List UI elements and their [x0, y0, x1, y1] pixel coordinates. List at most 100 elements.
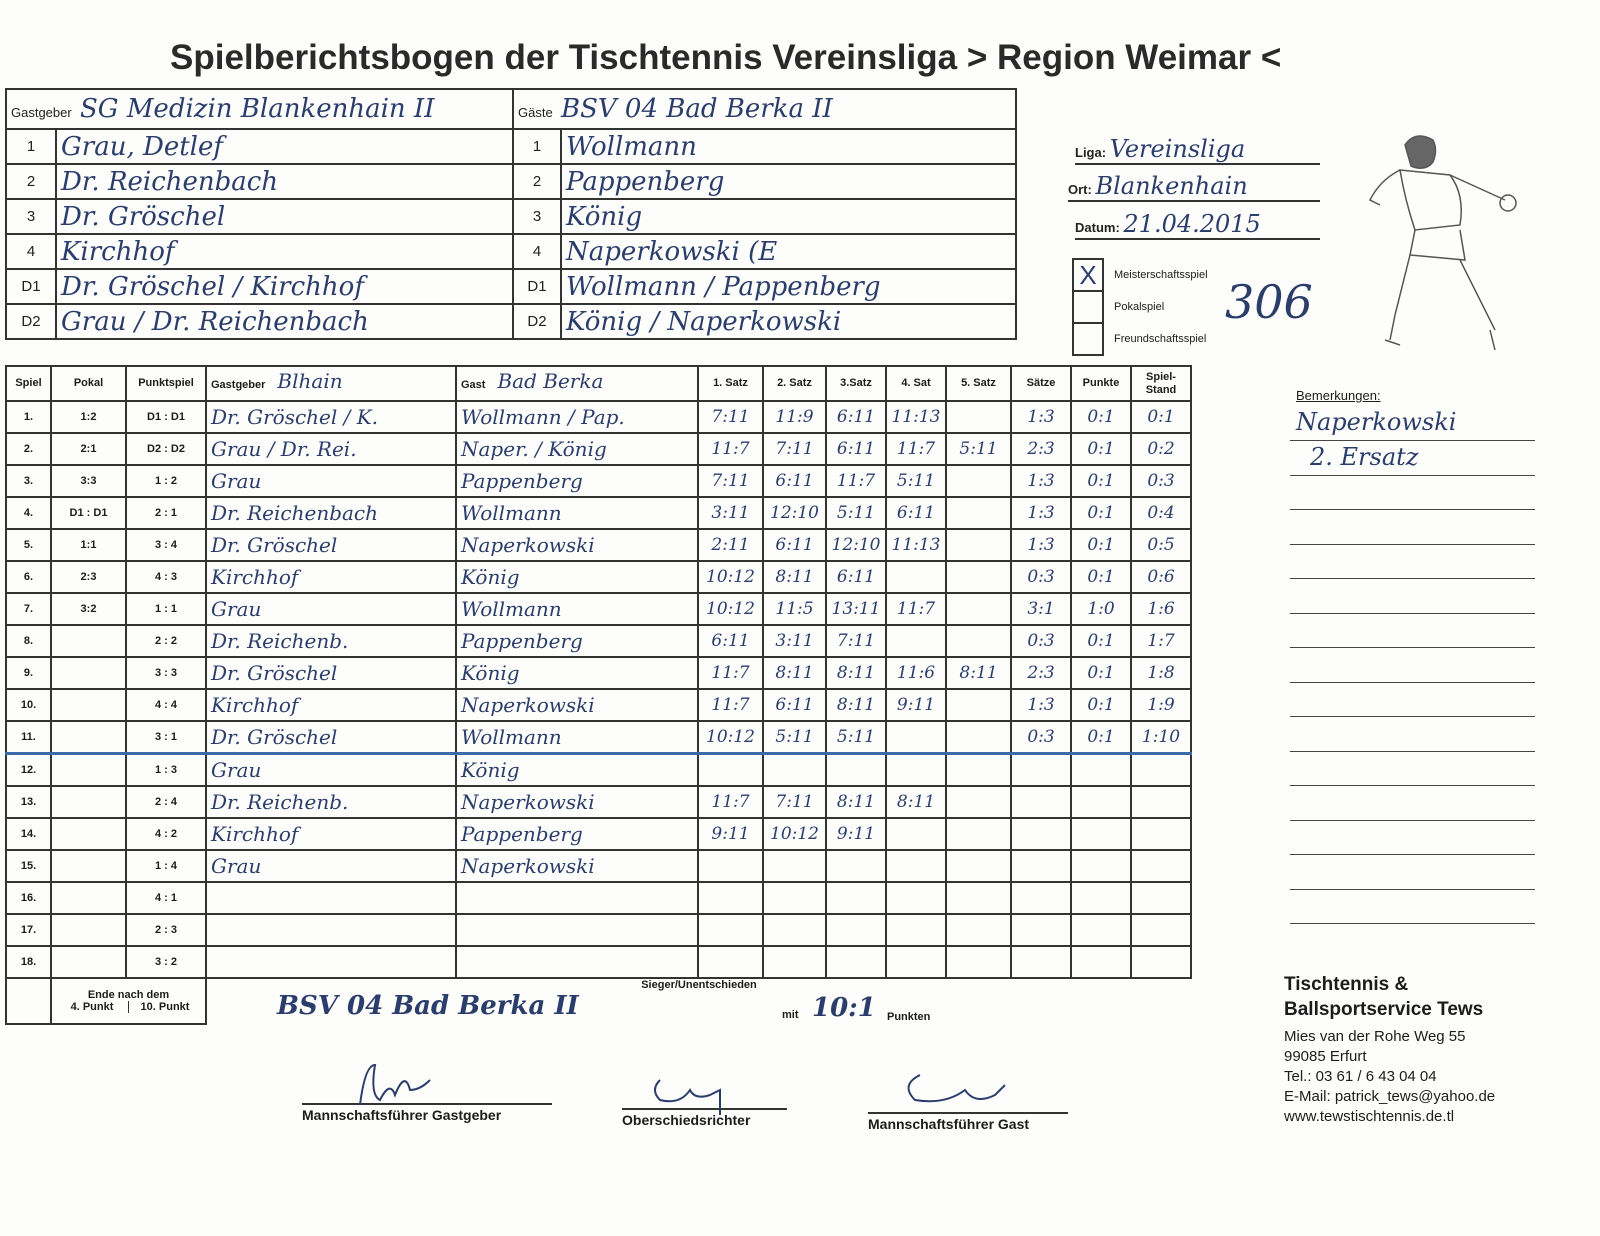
cell-punktspiel: 2 : 1	[125, 496, 207, 530]
column-header-label: Sätze	[1026, 377, 1056, 389]
cell-satz3	[825, 849, 887, 883]
match-row: 2. 2:1 D2 : D2 Grau / Dr. Rei. Naper. / Köni…	[5, 432, 1192, 466]
cell-punktspiel: 3 : 2	[125, 945, 207, 979]
player-row: 3 Dr. Gröschel 3 König	[5, 198, 1018, 235]
cell-satz4: 11:7	[885, 432, 947, 466]
cell-satz3	[825, 881, 887, 915]
cell-gast: Wollmann / Pap.	[455, 400, 699, 434]
cell-punktspiel: 2 : 2	[125, 624, 207, 658]
cell-gast: Naperkowski	[455, 528, 699, 562]
guest-player-number: 3	[512, 198, 563, 235]
table-tennis-player-illustration	[1368, 135, 1517, 351]
punkten-label: Punkten	[887, 1011, 931, 1023]
cell-gastgeber: Kirchhof	[205, 560, 457, 594]
cell-satz5	[945, 496, 1012, 530]
column-header-label: Pokal	[73, 377, 104, 389]
cell-gast	[455, 945, 699, 979]
company-address: Mies van der Rohe Weg 55 99085 Erfurt Tel.…	[1284, 1028, 1496, 1125]
cell-gast	[455, 913, 699, 947]
cell-satz1: 11:7	[697, 785, 764, 819]
cell-gastgeber: Dr. Gröschel	[205, 528, 457, 562]
cell-punkte	[1070, 881, 1132, 915]
cell-satz3: 6:11	[825, 400, 887, 434]
cell-satz1: 6:11	[697, 624, 764, 658]
team-header-row: Gastgeber SG Medizin Blankenhain II Gäst…	[4, 88, 1018, 130]
remarks-line	[1290, 578, 1535, 579]
host-player-name: Kirchhof	[54, 233, 515, 270]
match-type-label: Meisterschaftsspiel	[1114, 269, 1208, 281]
cell-satz3: 8:11	[825, 785, 887, 819]
cell-spielstand: 0:1	[1130, 400, 1192, 434]
host-player-name: Grau / Dr. Reichenbach	[54, 303, 515, 340]
cell-satz2	[762, 849, 827, 883]
remarks-line	[1290, 647, 1535, 648]
player-row: D2 Grau / Dr. Reichenbach D2 König / Naperk…	[5, 303, 1018, 340]
remarks-line	[1290, 819, 1535, 821]
remarks-line	[1290, 923, 1535, 924]
cell-satz3: 13:11	[825, 592, 887, 626]
column-header: 3.Satz	[825, 365, 887, 402]
liga-field: Liga: Vereinsliga	[1075, 135, 1320, 165]
cell-spiel: 14.	[5, 817, 52, 851]
match-row: 5. 1:1 3 : 4 Dr. Gröschel Naperkowski 2:11 6:1…	[5, 528, 1192, 562]
cell-spiel: 16.	[5, 881, 52, 915]
cell-punktspiel: 1 : 3	[125, 752, 207, 787]
cell-satz4: 11:6	[885, 656, 947, 690]
cell-punkte: 0:1	[1070, 464, 1132, 498]
cell-satz2: 6:11	[762, 688, 827, 722]
cell-punktspiel: 3 : 3	[125, 656, 207, 690]
cell-satz5	[945, 817, 1012, 851]
cell-satz2: 7:11	[762, 432, 827, 466]
checkbox[interactable]: X	[1072, 258, 1104, 292]
player-row: D1 Dr. Gröschel / Kirchhof D1 Wollmann / Pa…	[5, 268, 1018, 305]
cell-spielstand	[1130, 785, 1192, 819]
column-header-label: 1. Satz	[713, 377, 748, 389]
cell-satz5	[945, 560, 1012, 594]
signature-guest-captain: Mannschaftsführer Gast	[868, 1112, 1068, 1132]
remarks-line	[1290, 785, 1535, 786]
cell-saetze: 1:3	[1010, 528, 1072, 562]
cell-pokal	[50, 688, 127, 722]
column-header-label: 3.Satz	[840, 377, 872, 389]
cell-satz5	[945, 592, 1012, 626]
cell-satz1: 11:7	[697, 688, 764, 722]
cell-saetze	[1010, 785, 1072, 819]
cell-saetze	[1010, 913, 1072, 947]
cell-punkte	[1070, 945, 1132, 979]
handwritten-number: 306	[1225, 275, 1313, 329]
checkbox[interactable]	[1072, 290, 1104, 324]
cell-pokal: 2:1	[50, 432, 127, 466]
cell-satz2	[762, 945, 827, 979]
cell-satz5	[945, 913, 1012, 947]
cell-gastgeber: Dr. Reichenb.	[205, 785, 457, 819]
end-label: Ende nach dem	[87, 989, 170, 1001]
cell-spielstand: 0:5	[1130, 528, 1192, 562]
cell-satz4	[885, 881, 947, 915]
cell-spiel: 6.	[5, 560, 52, 594]
match-row: 4. D1 : D1 2 : 1 Dr. Reichenbach Wollmann 3:1…	[5, 496, 1192, 530]
column-header-handwritten: Blhain	[277, 369, 343, 393]
cell-spiel: 10.	[5, 688, 52, 722]
cell-punkte: 0:1	[1070, 432, 1132, 466]
column-header-handwritten: Bad Berka	[497, 369, 604, 393]
cell-punktspiel: 2 : 3	[125, 913, 207, 947]
checkbox[interactable]	[1072, 322, 1104, 356]
cell-gastgeber: Grau	[205, 752, 457, 787]
cell-saetze	[1010, 945, 1072, 979]
remarks-line	[1290, 888, 1535, 890]
host-label: Gastgeber	[11, 105, 72, 120]
cell-gastgeber	[205, 913, 457, 947]
column-header: Punktspiel	[125, 365, 207, 402]
cell-satz3: 5:11	[825, 496, 887, 530]
column-header-label: Punkte	[1082, 377, 1120, 389]
column-header-label: 5. Satz	[961, 377, 996, 389]
cell-spielstand: 1:8	[1130, 656, 1192, 690]
cell-satz5: 5:11	[945, 432, 1012, 466]
cell-saetze: 0:3	[1010, 560, 1072, 594]
match-row: 6. 2:3 4 : 3 Kirchhof König 10:12 8:11 6:11 0:3 0…	[5, 560, 1192, 594]
cell-satz1	[697, 752, 764, 787]
cell-satz2: 11:5	[762, 592, 827, 626]
match-row: 11. 3 : 1 Dr. Gröschel Wollmann 10:12 5:11 5:1…	[5, 720, 1192, 755]
cell-satz3: 6:11	[825, 432, 887, 466]
cell-gastgeber: Grau	[205, 592, 457, 626]
